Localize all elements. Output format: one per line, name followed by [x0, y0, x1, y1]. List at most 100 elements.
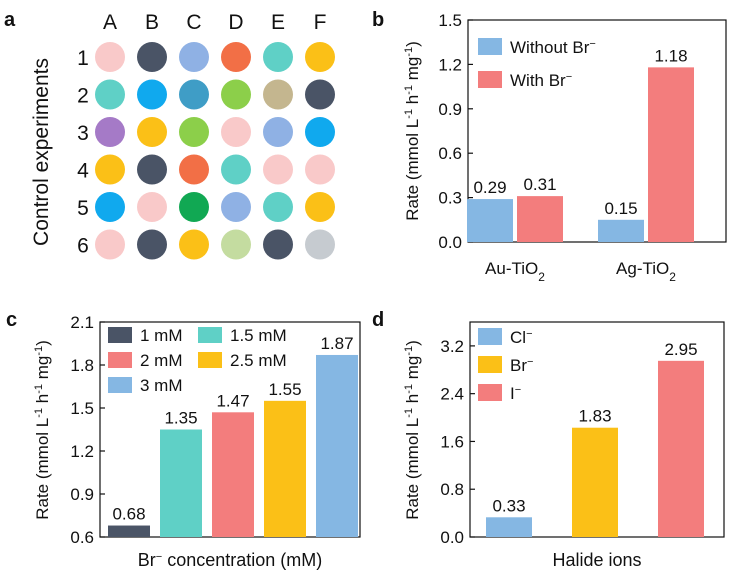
dot — [137, 79, 167, 110]
bar — [572, 427, 618, 537]
dot — [179, 79, 209, 110]
dot — [95, 154, 125, 185]
legend-label: Without Br− — [510, 38, 596, 57]
data-label: 1.87 — [320, 334, 353, 353]
data-label: 0.31 — [523, 175, 556, 194]
dot — [179, 117, 209, 147]
panel-c: c 0.6 0.9 1.2 1.5 1.8 2.1 Rate (mmol L-1 h-1 m… — [6, 309, 361, 570]
column-header: C — [186, 11, 201, 34]
bar — [108, 525, 150, 537]
y-tick-label: 0.9 — [438, 100, 462, 119]
panel-d-label: d — [372, 309, 384, 331]
dot — [221, 192, 251, 222]
bar — [486, 517, 532, 537]
dot — [179, 229, 209, 260]
y-tick-label: 1.2 — [70, 442, 94, 461]
legend-label: I− — [510, 384, 521, 403]
dot — [221, 79, 251, 110]
rate-chart-b: 0.0 0.3 0.6 0.9 1.2 1.5 Rate (mmol L-1 h-1 mg-… — [403, 11, 727, 284]
dot — [263, 229, 293, 260]
panel-a-label: a — [4, 9, 16, 31]
column-header: F — [314, 11, 327, 34]
row-header: 5 — [77, 197, 89, 220]
legend-swatch — [108, 377, 132, 393]
bar — [160, 429, 202, 537]
data-label: 1.47 — [216, 391, 249, 410]
legend-label: Br− — [510, 356, 533, 375]
legend-swatch — [198, 352, 222, 368]
data-label: 1.18 — [654, 46, 687, 65]
dot — [137, 229, 167, 260]
legend-label: 2 mM — [140, 351, 183, 370]
y-axis-label: Rate (mmol L-1 h-1 mg-1) — [403, 340, 422, 520]
data-label: 1.55 — [268, 380, 301, 399]
y-tick-label: 0.9 — [70, 485, 94, 504]
dot — [305, 79, 335, 110]
legend-swatch — [478, 38, 502, 55]
rate-chart-c: 0.6 0.9 1.2 1.5 1.8 2.1 Rate (mmol L-1 h-1 mg-… — [33, 313, 361, 570]
data-label: 1.83 — [578, 407, 611, 426]
y-tick-label: 2.1 — [70, 313, 94, 332]
dot — [137, 154, 167, 185]
legend-swatch — [478, 328, 502, 345]
dot — [95, 192, 125, 222]
y-tick-label: 1.5 — [438, 11, 462, 30]
y-axis-label: Rate (mmol L-1 h-1 mg-1) — [33, 340, 52, 520]
row-header: 2 — [77, 85, 89, 108]
dot — [95, 79, 125, 110]
x-axis-label: Br− concentration (mM) — [138, 550, 323, 570]
row-header: 1 — [77, 47, 89, 70]
legend-label: Cl− — [510, 328, 533, 347]
bar — [212, 412, 254, 537]
y-tick-label: 1.5 — [70, 399, 94, 418]
dot — [263, 79, 293, 110]
bar — [264, 400, 306, 537]
data-label: 0.15 — [604, 199, 637, 218]
y-tick-label: 1.2 — [438, 55, 462, 74]
plot-frame — [467, 19, 727, 243]
dot — [305, 154, 335, 185]
legend-label: 2.5 mM — [230, 351, 287, 370]
bar — [517, 196, 563, 242]
dot — [137, 117, 167, 147]
y-tick-label: 3.2 — [440, 337, 464, 356]
legend-swatch — [108, 352, 132, 368]
dot — [305, 117, 335, 147]
dot — [95, 42, 125, 72]
dot — [263, 117, 293, 147]
dot — [137, 192, 167, 222]
legend-swatch — [478, 356, 502, 373]
dot — [263, 192, 293, 222]
legend-swatch — [478, 71, 502, 88]
panel-c-label: c — [6, 309, 17, 331]
dot — [305, 229, 335, 260]
data-label: 0.29 — [473, 178, 506, 197]
panel-a: a Control experiments A B C D E F 1 2 3 4 5 6 — [4, 9, 335, 260]
legend-swatch — [108, 327, 132, 343]
bar — [467, 199, 513, 242]
column-header: D — [228, 11, 243, 34]
legend-label: 1 mM — [140, 326, 183, 345]
row-header: 6 — [77, 235, 89, 258]
data-label: 0.33 — [492, 496, 525, 515]
panel-a-ylabel: Control experiments — [30, 58, 53, 246]
dot — [221, 229, 251, 260]
y-tick-label: 0.3 — [438, 189, 462, 208]
y-tick-label: 0.6 — [438, 144, 462, 163]
y-tick-label: 2.4 — [440, 385, 464, 404]
y-tick-label: 0.0 — [440, 528, 464, 547]
column-header: A — [103, 11, 117, 34]
dot — [305, 192, 335, 222]
bar — [648, 67, 694, 242]
dot — [179, 192, 209, 222]
legend-label: 3 mM — [140, 376, 183, 395]
x-tick-label: Au-TiO2 — [485, 259, 545, 284]
y-axis-label: Rate (mmol L-1 h-1 mg-1) — [403, 41, 422, 221]
y-tick-label: 0.8 — [440, 480, 464, 499]
dot — [221, 117, 251, 147]
panel-b: b 0.0 0.3 0.6 0.9 1.2 1.5 Rate (mmol L-1 h-1 m… — [372, 9, 727, 284]
rate-chart-d: 0.0 0.8 1.6 2.4 3.2 Rate (mmol L-1 h-1 mg-1) 0… — [403, 321, 725, 570]
y-tick-label: 1.8 — [70, 356, 94, 375]
x-axis-label: Halide ions — [552, 550, 641, 570]
